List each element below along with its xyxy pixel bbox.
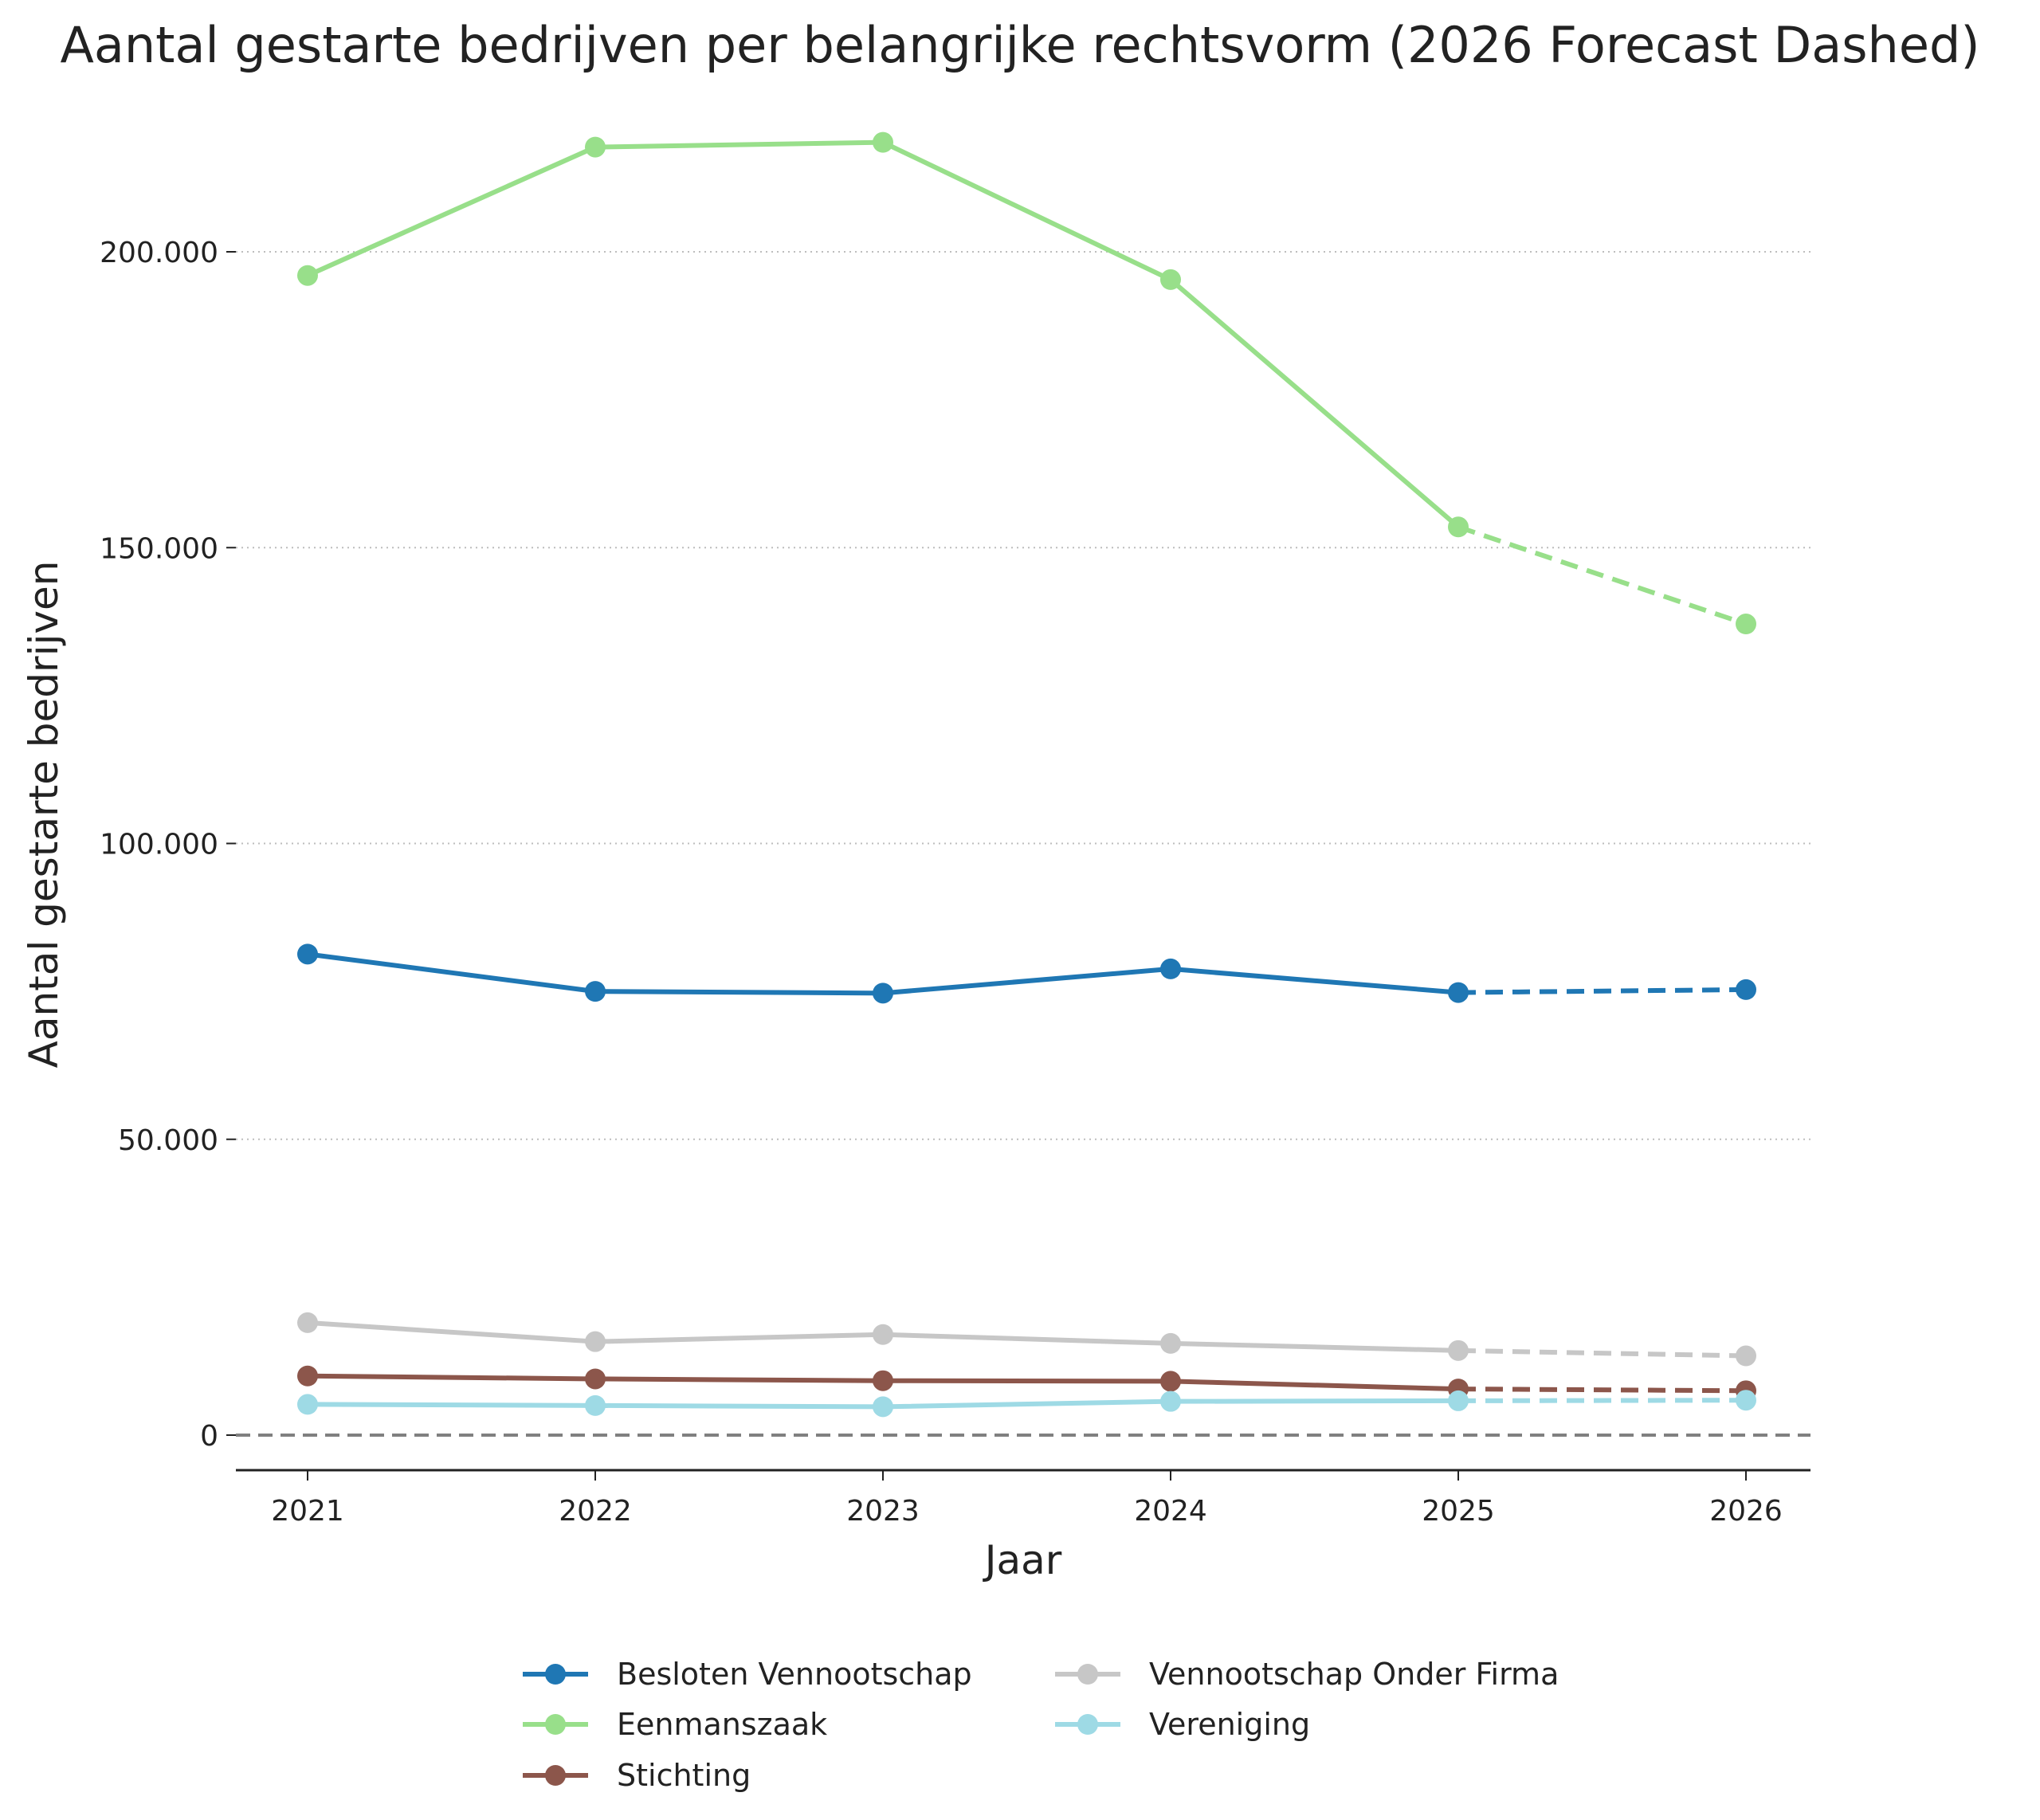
series-line-forecast <box>1457 1398 1747 1403</box>
x-tick-label: 2024 <box>1134 1495 1207 1528</box>
y-tick-label: 150.000 <box>100 532 218 565</box>
y-axis-label: Aantal gestarte bedrijven <box>21 561 67 1069</box>
legend-item-vennootschap-onder-firma: Vennootschap Onder Firma <box>1055 1657 1559 1692</box>
series-line-forecast <box>1457 986 1747 995</box>
legend-label: Vennootschap Onder Firma <box>1149 1657 1559 1692</box>
y-axis-ticks: 0 50.000 100.000 150.000 200.000 <box>100 237 236 1453</box>
data-point <box>585 1331 606 1352</box>
data-point <box>873 1324 893 1345</box>
series-lines <box>297 131 1756 1418</box>
series-vereniging <box>297 1390 1756 1418</box>
legend-swatch-marker <box>545 1765 566 1786</box>
data-point <box>297 1312 318 1333</box>
x-tick-label: 2023 <box>846 1495 920 1528</box>
data-point <box>297 943 318 965</box>
legend-swatch-marker <box>545 1714 566 1735</box>
legend-item-besloten-vennootschap: Besloten Vennootschap <box>523 1657 972 1692</box>
data-point <box>1160 1390 1181 1412</box>
data-point <box>1736 979 1756 1000</box>
series-line-forecast <box>1457 524 1747 626</box>
series-stichting <box>297 1365 1756 1402</box>
series-line-forecast <box>1457 1387 1747 1394</box>
x-tick-label: 2021 <box>271 1495 344 1528</box>
legend-swatch-marker <box>545 1664 566 1685</box>
series-vennootschap-onder-firma <box>297 1312 1756 1367</box>
data-point <box>1448 982 1469 1003</box>
data-point <box>1736 614 1756 635</box>
legend-label: Stichting <box>617 1758 751 1793</box>
series-besloten-vennootschap <box>297 943 1756 1004</box>
data-point <box>873 1370 893 1391</box>
data-point <box>585 1394 606 1416</box>
data-point <box>1448 516 1469 538</box>
legend-item-vereniging: Vereniging <box>1055 1707 1310 1742</box>
data-point <box>873 1396 893 1418</box>
data-point <box>297 265 318 286</box>
y-tick-label: 0 <box>200 1420 218 1453</box>
data-point <box>873 983 893 1004</box>
y-tick-label: 50.000 <box>118 1124 218 1157</box>
gridlines <box>236 251 1810 1140</box>
legend-swatch-marker <box>1077 1664 1098 1685</box>
x-axis-label: Jaar <box>983 1537 1062 1583</box>
data-point <box>585 136 606 158</box>
legend-item-stichting: Stichting <box>523 1758 751 1793</box>
data-point <box>1448 1340 1469 1361</box>
data-point <box>1160 1371 1181 1392</box>
data-point <box>1160 958 1181 979</box>
data-point <box>585 1368 606 1390</box>
legend-label: Eenmanszaak <box>617 1707 827 1742</box>
x-tick-label: 2026 <box>1709 1495 1783 1528</box>
y-tick-label: 100.000 <box>100 829 218 861</box>
data-point <box>1736 1390 1756 1411</box>
legend: Besloten Vennootschap Eenmanszaak Stichtin… <box>523 1657 1559 1793</box>
x-tick-label: 2022 <box>559 1495 632 1528</box>
series-line-actual <box>305 139 1461 530</box>
series-line-forecast <box>1457 1347 1747 1359</box>
series-eenmanszaak <box>297 131 1756 635</box>
data-point <box>297 1394 318 1415</box>
legend-item-eenmanszaak: Eenmanszaak <box>523 1707 827 1742</box>
data-point <box>1160 269 1181 290</box>
data-point <box>1448 1390 1469 1411</box>
chart-title: Aantal gestarte bedrijven per belangrijk… <box>60 16 1979 74</box>
legend-swatch-marker <box>1077 1714 1098 1735</box>
legend-label: Vereniging <box>1149 1707 1310 1742</box>
data-point <box>297 1365 318 1387</box>
data-point <box>873 131 893 153</box>
data-point <box>1736 1345 1756 1367</box>
x-axis-ticks: 2021 2022 2023 2024 2025 2026 <box>271 1470 1783 1528</box>
data-point <box>1160 1332 1181 1354</box>
y-tick-label: 200.000 <box>100 237 218 269</box>
x-tick-label: 2025 <box>1422 1495 1495 1528</box>
data-point <box>585 981 606 1002</box>
legend-label: Besloten Vennootschap <box>617 1657 972 1692</box>
